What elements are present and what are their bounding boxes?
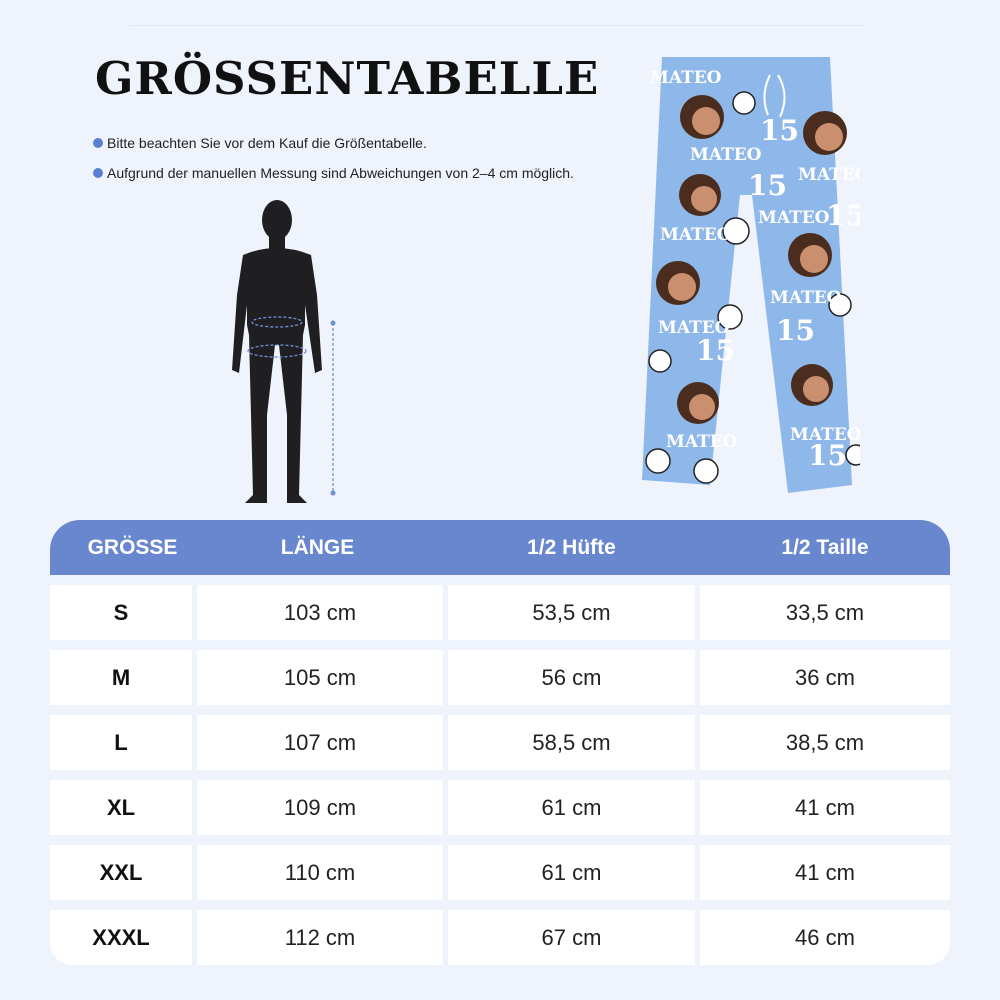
bullet-icon — [93, 168, 103, 178]
table-row: XL 109 cm 61 cm 41 cm — [50, 780, 950, 835]
table-row: XXL 110 cm 61 cm 41 cm — [50, 845, 950, 900]
print-number: 15 — [696, 334, 735, 367]
cell-hip: 56 cm — [448, 650, 695, 705]
header-length: LÄNGE — [280, 536, 355, 559]
cell-length: 112 cm — [197, 910, 443, 965]
cell-waist: 33,5 cm — [700, 585, 950, 640]
table-row: L 107 cm 58,5 cm 38,5 cm — [50, 715, 950, 770]
table-row: M 105 cm 56 cm 36 cm — [50, 650, 950, 705]
cell-length: 110 cm — [197, 845, 443, 900]
cell-hip: 53,5 cm — [448, 585, 695, 640]
print-name: MATEO — [770, 288, 842, 308]
cell-size: XXXL — [50, 910, 192, 965]
cell-length: 105 cm — [197, 650, 443, 705]
print-number: 15 — [760, 114, 799, 147]
note-text: Aufgrund der manuellen Messung sind Abwe… — [107, 165, 574, 181]
print-name: MATEO — [758, 208, 830, 228]
cell-waist: 46 cm — [700, 910, 950, 965]
header-hip: 1/2 Hüfte — [527, 536, 616, 559]
pajama-pants-image: MATEO MATEO MATEO MATEO MATEO MATEO MATE… — [642, 57, 860, 493]
cell-size: XL — [50, 780, 192, 835]
note-text: Bitte beachten Sie vor dem Kauf die Größ… — [107, 135, 427, 151]
print-name: MATEO — [790, 425, 860, 445]
cell-size: S — [50, 585, 192, 640]
print-number: 15 — [808, 439, 847, 472]
print-number: 15 — [826, 199, 860, 232]
header-waist: 1/2 Taille — [781, 536, 869, 559]
cell-waist: 41 cm — [700, 845, 950, 900]
header-size: GRÖSSE — [87, 536, 178, 559]
cell-hip: 61 cm — [448, 845, 695, 900]
table-row: S 103 cm 53,5 cm 33,5 cm — [50, 585, 950, 640]
page-title: GRÖSSENTABELLE — [95, 52, 600, 105]
table-row: XXXL 112 cm 67 cm 46 cm — [50, 910, 950, 965]
note-item: Bitte beachten Sie vor dem Kauf die Größ… — [93, 135, 427, 151]
bullet-icon — [93, 138, 103, 148]
cell-hip: 58,5 cm — [448, 715, 695, 770]
print-number: 15 — [776, 314, 815, 347]
cell-size: M — [50, 650, 192, 705]
cell-hip: 67 cm — [448, 910, 695, 965]
print-name: MATEO — [660, 225, 732, 245]
print-name: MATEO — [690, 145, 762, 165]
cell-waist: 41 cm — [700, 780, 950, 835]
cell-size: L — [50, 715, 192, 770]
cell-length: 109 cm — [197, 780, 443, 835]
table-header: GRÖSSE LÄNGE 1/2 Hüfte 1/2 Taille — [50, 520, 950, 575]
cell-waist: 38,5 cm — [700, 715, 950, 770]
cell-hip: 61 cm — [448, 780, 695, 835]
cell-waist: 36 cm — [700, 650, 950, 705]
cell-size: XXL — [50, 845, 192, 900]
print-name: MATEO — [666, 432, 738, 452]
cell-length: 103 cm — [197, 585, 443, 640]
print-name: MATEO — [658, 318, 730, 338]
print-name: MATEO — [650, 68, 722, 88]
print-name: MATEO — [798, 165, 860, 185]
divider — [130, 25, 865, 26]
note-item: Aufgrund der manuellen Messung sind Abwe… — [93, 165, 574, 181]
print-number: 15 — [748, 169, 787, 202]
cell-length: 107 cm — [197, 715, 443, 770]
body-silhouette-icon — [232, 200, 336, 503]
